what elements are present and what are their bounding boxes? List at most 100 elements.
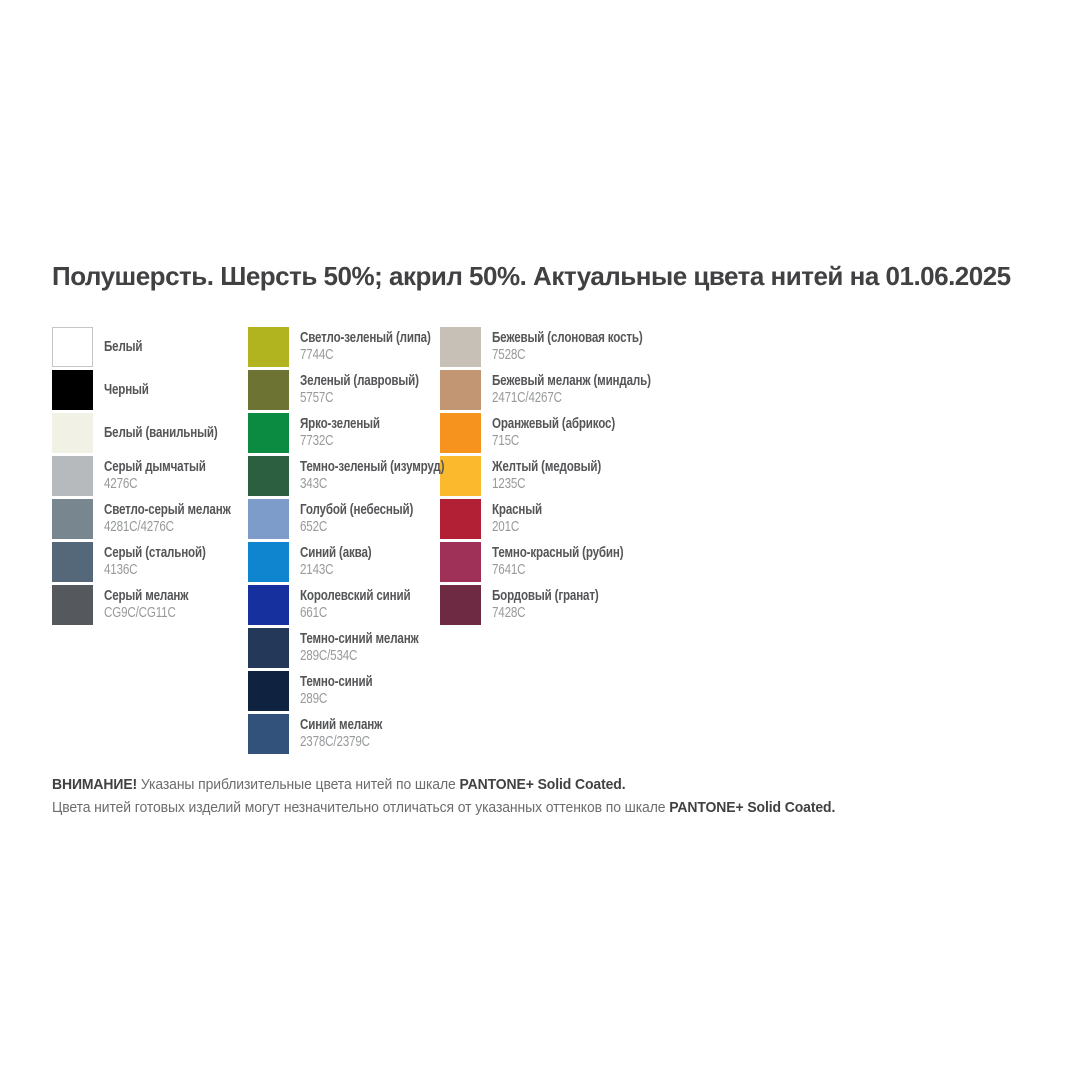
color-name: Королевский синий: [300, 588, 411, 604]
color-code: 343C: [300, 476, 328, 492]
color-swatch: [52, 542, 93, 582]
color-row: Красный 201C: [440, 499, 820, 539]
color-labels: Синий меланж 2378C/2379C: [300, 717, 382, 751]
color-swatch: [52, 370, 93, 410]
color-row: Бежевый меланж (миндаль) 2471C/4267C: [440, 370, 820, 410]
swatch-column-grays: Белый Черный Белый (ванильный) Серый дымчат…: [52, 327, 248, 628]
color-name: Черный: [104, 381, 149, 398]
color-name: Светло-зеленый (липа): [300, 330, 431, 346]
color-swatch: [52, 499, 93, 539]
color-code: 661C: [300, 605, 328, 621]
color-code: 4281C/4276C: [104, 519, 174, 535]
color-code: 5757C: [300, 390, 334, 406]
swatch-column-greens-blues: Светло-зеленый (липа) 7744C Зеленый (лавро…: [248, 327, 444, 757]
color-row: Голубой (небесный) 652C: [248, 499, 440, 539]
color-code: 1235C: [492, 476, 526, 492]
color-row: Белый: [52, 327, 248, 367]
color-name: Красный: [492, 502, 542, 518]
color-labels: Светло-зеленый (липа) 7744C: [300, 330, 431, 364]
color-labels: Бежевый меланж (миндаль) 2471C/4267C: [492, 373, 651, 407]
color-name: Серый меланж: [104, 588, 189, 604]
color-code: 4136C: [104, 562, 138, 578]
color-row: Синий (аква) 2143C: [248, 542, 440, 582]
swatch-column-warm: Бежевый (слоновая кость) 7528C Бежевый мел…: [440, 327, 820, 628]
color-row: Оранжевый (абрикос) 715C: [440, 413, 820, 453]
footnote-text-2: Цвета нитей готовых изделий могут незнач…: [52, 798, 670, 816]
color-code: 289C: [300, 691, 328, 707]
color-row: Темно-зеленый (изумруд) 343C: [248, 456, 444, 496]
color-swatch: [440, 370, 481, 410]
color-labels: Синий (аква) 2143C: [300, 545, 372, 579]
color-name: Темно-красный (рубин): [492, 545, 624, 561]
attention-label: ВНИМАНИЕ!: [52, 776, 138, 793]
color-swatch: [440, 413, 481, 453]
color-row: Синий меланж 2378C/2379C: [248, 714, 440, 754]
color-row: Королевский синий 661C: [248, 585, 440, 625]
color-code: 289C/534C: [300, 648, 358, 664]
color-row: Черный: [52, 370, 248, 410]
color-name: Бежевый меланж (миндаль): [492, 373, 651, 389]
footnote-text-1: Указаны приблизительные цвета нитей по ш…: [137, 776, 460, 793]
color-code: 7641C: [492, 562, 526, 578]
color-swatch: [248, 456, 289, 496]
color-name: Ярко-зеленый: [300, 416, 380, 432]
color-name: Светло-серый меланж: [104, 502, 231, 518]
color-swatch: [440, 456, 481, 496]
color-row: Бежевый (слоновая кость) 7528C: [440, 327, 820, 367]
footnote-line-2: Цвета нитей готовых изделий могут незнач…: [52, 797, 835, 820]
color-name: Желтый (медовый): [492, 459, 602, 475]
color-row: Ярко-зеленый 7732C: [248, 413, 440, 453]
color-labels: Бордовый (гранат) 7428C: [492, 588, 599, 622]
color-row: Серый дымчатый 4276C: [52, 456, 248, 496]
color-swatch: [52, 456, 93, 496]
color-swatch: [248, 542, 289, 582]
color-row: Желтый (медовый) 1235C: [440, 456, 820, 496]
color-row: Серый (стальной) 4136C: [52, 542, 248, 582]
color-labels: Черный: [104, 382, 149, 399]
pantone-label-2: PANTONE+ Solid Coated.: [669, 798, 836, 816]
color-row: Темно-синий меланж 289C/534C: [248, 628, 440, 668]
color-swatch: [440, 499, 481, 539]
color-labels: Темно-синий меланж 289C/534C: [300, 631, 419, 665]
color-swatch: [52, 413, 93, 453]
color-name: Белый (ванильный): [104, 424, 218, 441]
color-swatch: [440, 585, 481, 625]
color-code: 201C: [492, 519, 520, 535]
color-swatch: [52, 327, 93, 367]
color-row: Зеленый (лавровый) 5757C: [248, 370, 440, 410]
color-name: Темно-зеленый (изумруд): [300, 459, 445, 475]
color-swatch: [248, 370, 289, 410]
pantone-label-1: PANTONE+ Solid Coated.: [459, 776, 626, 793]
color-labels: Ярко-зеленый 7732C: [300, 416, 380, 450]
color-name: Белый: [104, 338, 143, 355]
color-name: Голубой (небесный): [300, 502, 414, 518]
color-labels: Белый: [104, 338, 143, 356]
color-labels: Серый (стальной) 4136C: [104, 545, 206, 579]
color-code: 7528C: [492, 347, 526, 363]
color-labels: Темно-синий 289C: [300, 674, 373, 708]
color-labels: Бежевый (слоновая кость) 7528C: [492, 330, 643, 364]
color-swatch: [248, 671, 289, 711]
color-name: Темно-синий: [300, 674, 373, 690]
color-labels: Оранжевый (абрикос) 715C: [492, 416, 615, 450]
color-row: Светло-зеленый (липа) 7744C: [248, 327, 440, 367]
color-row: Белый (ванильный): [52, 413, 248, 453]
footnote: ВНИМАНИЕ! Указаны приблизительные цвета …: [52, 774, 835, 819]
color-swatch: [248, 413, 289, 453]
color-row: Серый меланж CG9C/CG11C: [52, 585, 248, 625]
color-labels: Красный 201C: [492, 502, 542, 536]
page-title: Полушерсть. Шерсть 50%; акрил 50%. Актуа…: [52, 261, 1011, 291]
color-name: Зеленый (лавровый): [300, 373, 419, 389]
color-name: Серый (стальной): [104, 545, 206, 561]
color-code: 2143C: [300, 562, 334, 578]
color-code: 652C: [300, 519, 328, 535]
color-labels: Желтый (медовый) 1235C: [492, 459, 601, 493]
color-labels: Темно-зеленый (изумруд) 343C: [300, 459, 444, 493]
color-swatch: [248, 585, 289, 625]
color-name: Синий (аква): [300, 545, 372, 561]
color-code: 715C: [492, 433, 520, 449]
color-labels: Светло-серый меланж 4281C/4276C: [104, 502, 231, 536]
swatch-grid: Белый Черный Белый (ванильный) Серый дымчат…: [52, 327, 820, 757]
color-code: 7428C: [492, 605, 526, 621]
color-code: CG9C/CG11C: [104, 605, 176, 621]
